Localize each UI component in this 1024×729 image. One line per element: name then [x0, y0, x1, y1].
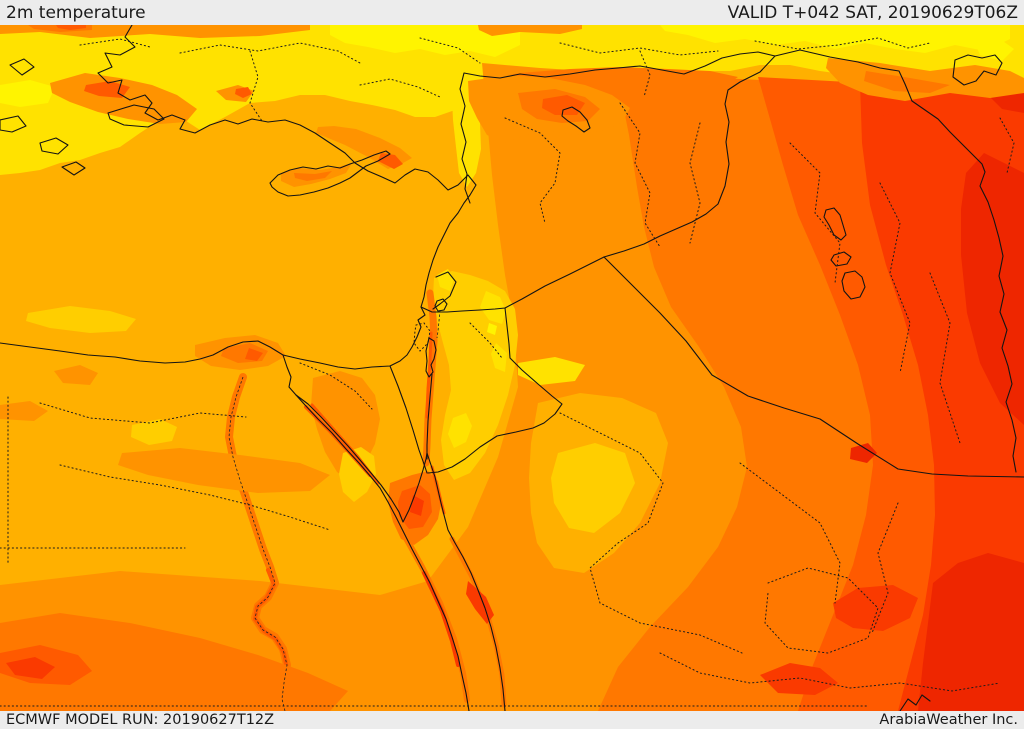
sea-of-galilee	[434, 298, 448, 312]
model-run-label: ECMWF MODEL RUN: 20190627T12Z	[6, 712, 275, 728]
lebanon-syria-border	[432, 271, 457, 310]
iraq-saudi-border	[603, 256, 1024, 478]
dead-sea	[425, 337, 437, 378]
mediterranean-coastline	[0, 25, 477, 370]
west-bank-boundary	[413, 322, 431, 352]
jordan-saudi-border	[427, 307, 563, 474]
jordan-river	[436, 309, 441, 339]
lakes	[228, 54, 1003, 711]
country-borders	[389, 49, 1024, 478]
aegean-islands	[0, 58, 165, 176]
israel-jordan-border	[426, 373, 433, 460]
syria-jordan-border	[420, 256, 605, 313]
lake-van	[952, 54, 1003, 86]
map-footer-bar: ECMWF MODEL RUN: 20190627T12Z ArabiaWeat…	[0, 711, 1024, 729]
egypt-israel-border	[389, 365, 428, 474]
temperature-field	[0, 25, 1024, 711]
temperature-map-canvas	[0, 25, 1024, 711]
brand-label: ArabiaWeather Inc.	[879, 712, 1018, 728]
admin-borders	[0, 37, 1015, 707]
turkey-syria-iraq-iran-border	[459, 49, 1017, 473]
cyprus-coastline	[269, 150, 391, 197]
lake-razzaza	[841, 270, 866, 300]
lake-habbaniyah	[830, 251, 852, 267]
map-header-bar: 2m temperature VALID T+042 SAT, 20190629…	[0, 0, 1024, 25]
lake-tharthar	[823, 207, 847, 241]
valid-time-label: VALID T+042 SAT, 20190629T06Z	[727, 2, 1018, 23]
nile-river	[228, 376, 288, 711]
shatt-al-arab	[899, 694, 931, 711]
temperature-map-svg	[0, 25, 1024, 711]
lake-assad	[561, 106, 591, 133]
map-title: 2m temperature	[6, 2, 146, 23]
coastlines	[0, 25, 931, 711]
